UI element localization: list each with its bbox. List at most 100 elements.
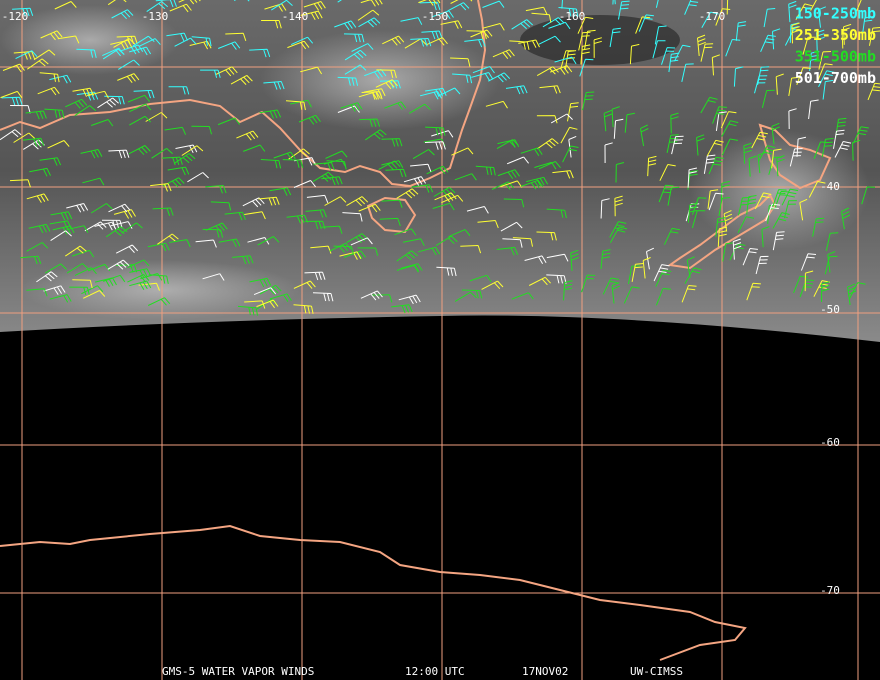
wind-barb — [600, 198, 610, 219]
latitude-label: -40 — [820, 180, 840, 193]
wind-barb — [346, 233, 369, 244]
wind-barb — [670, 112, 679, 134]
wind-barb — [550, 65, 573, 75]
wind-barb — [0, 129, 22, 141]
wind-barb — [800, 253, 817, 271]
wind-barb — [2, 63, 25, 73]
wind-barb — [305, 209, 327, 218]
wind-barb — [66, 203, 89, 213]
wind-barb — [412, 149, 435, 160]
wind-barb — [772, 189, 787, 207]
wind-barb — [772, 231, 785, 251]
wind-barb — [711, 54, 720, 76]
wind-barb — [303, 1, 326, 11]
wind-barb — [788, 0, 797, 23]
wind-barb — [602, 277, 619, 295]
wind-barb — [286, 214, 309, 224]
wind-barb — [298, 114, 321, 125]
wind-barb — [578, 31, 591, 51]
wind-barb — [746, 282, 761, 301]
wind-barb — [10, 105, 31, 114]
wind-barb — [200, 69, 221, 78]
wind-barb — [612, 0, 614, 5]
cloud-bright — [20, 260, 300, 320]
wind-barb — [74, 105, 97, 117]
wind-barb — [351, 43, 374, 52]
wind-barb — [202, 273, 225, 281]
wind-barb — [438, 87, 461, 97]
wind-barb — [364, 68, 387, 79]
wind-barb — [425, 87, 447, 98]
wind-barb — [708, 156, 724, 175]
wind-barb — [346, 196, 369, 207]
wind-barb — [843, 23, 852, 45]
wind-barb — [337, 76, 359, 86]
wind-barb — [613, 118, 624, 139]
wind-barb — [225, 32, 247, 42]
wind-barb — [434, 192, 457, 203]
wind-barb — [357, 247, 379, 256]
wind-barb — [861, 186, 876, 205]
wind-barb — [609, 221, 627, 238]
wind-barb — [687, 202, 698, 223]
wind-barb — [29, 167, 51, 177]
wind-barb — [732, 238, 742, 260]
wind-barb — [454, 291, 477, 302]
wind-barb — [72, 249, 95, 258]
wind-barb — [116, 35, 138, 45]
wind-barb — [321, 176, 343, 186]
wind-barb — [304, 271, 326, 281]
wind-barb — [720, 111, 737, 129]
wind-barb — [167, 166, 190, 176]
wind-barb — [174, 37, 197, 47]
wind-barb — [697, 34, 706, 56]
wind-barb — [667, 186, 680, 206]
wind-barb — [49, 220, 72, 229]
wind-barb — [646, 247, 655, 270]
wind-barb — [215, 66, 238, 77]
wind-barb — [129, 268, 152, 278]
wind-barb — [518, 39, 540, 48]
wind-barb — [502, 238, 523, 248]
wind-barb — [528, 276, 551, 286]
wind-barb — [52, 225, 75, 235]
wind-barb — [9, 179, 31, 188]
longitude-label: -120 — [2, 10, 29, 23]
wind-barb — [111, 9, 134, 20]
wind-barb — [121, 44, 144, 55]
wind-barb — [531, 12, 552, 23]
wind-barb — [169, 239, 191, 248]
legend-entry: 150-250mb — [795, 5, 876, 23]
wind-barb — [249, 48, 271, 58]
wind-barb — [441, 194, 464, 204]
wind-barb — [293, 180, 316, 188]
latitude-label: -50 — [820, 303, 840, 316]
wind-barb — [554, 56, 577, 65]
wind-barb — [97, 97, 119, 109]
wind-barb — [108, 203, 131, 213]
wind-barb — [684, 0, 699, 15]
wind-barb — [497, 139, 520, 148]
wind-barb — [340, 102, 363, 112]
wind-barb — [127, 259, 150, 269]
wind-barb — [715, 111, 727, 131]
wind-barb — [13, 51, 36, 60]
wind-barb — [454, 173, 477, 181]
wind-barb — [26, 193, 49, 203]
wind-barb — [546, 274, 567, 284]
wind-barb — [90, 203, 113, 214]
wind-barb — [809, 51, 820, 71]
wind-barb — [426, 165, 449, 175]
wind-barb — [391, 304, 413, 314]
wind-barb — [344, 64, 367, 75]
wind-barb — [580, 44, 591, 65]
wind-barb — [671, 135, 684, 155]
wind-barb — [526, 176, 549, 187]
wind-barb — [82, 290, 106, 299]
wind-barb — [781, 188, 799, 206]
wind-barb — [715, 8, 731, 26]
wind-barb — [243, 144, 266, 152]
wind-barb — [609, 27, 621, 48]
